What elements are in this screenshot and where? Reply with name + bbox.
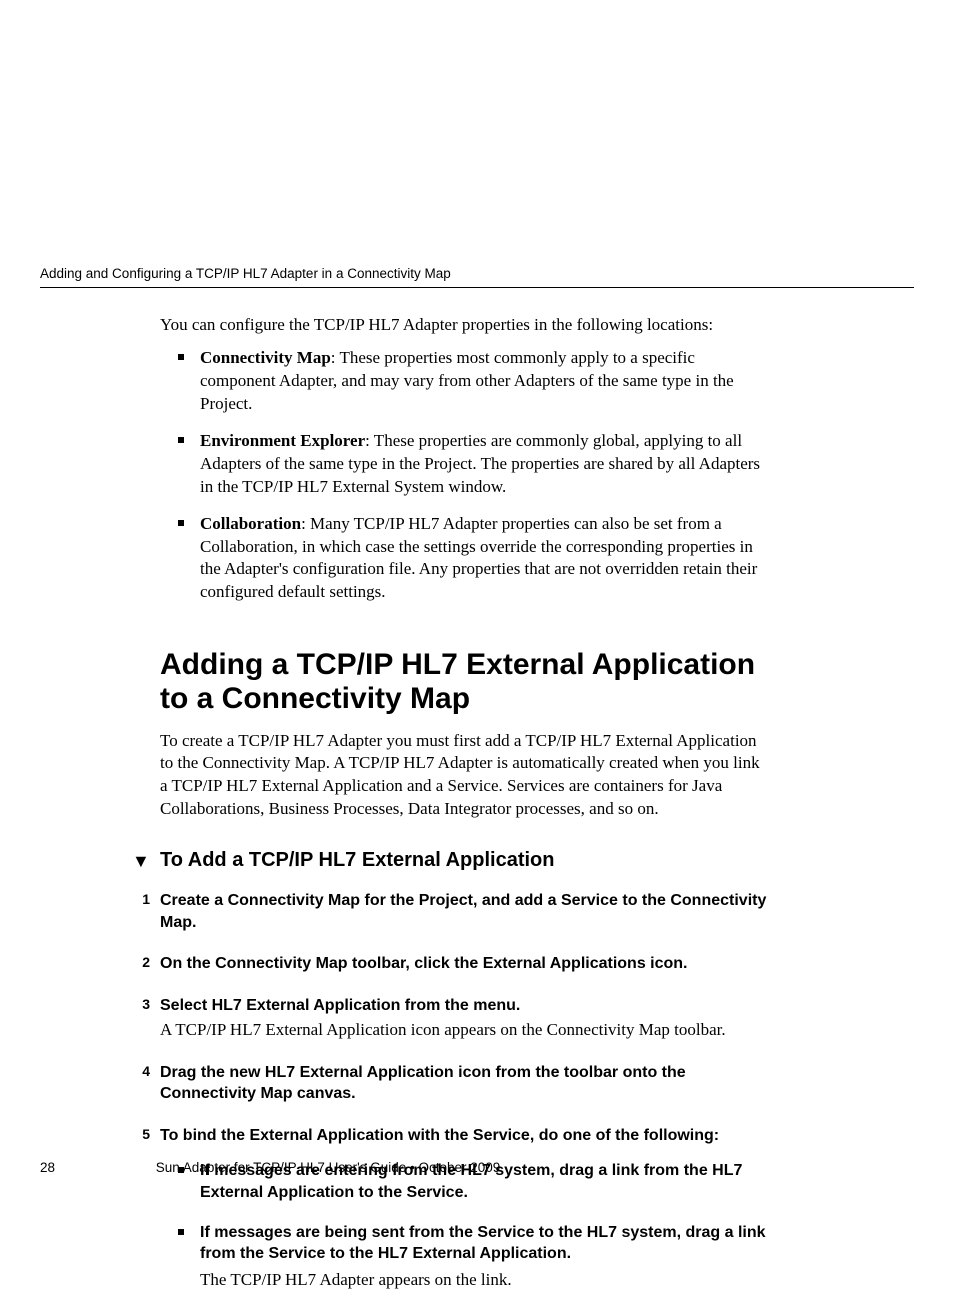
- list-item: If messages are being sent from the Serv…: [178, 1222, 770, 1292]
- list-item: Collaboration: Many TCP/IP HL7 Adapter p…: [178, 513, 770, 605]
- step-number: 2: [136, 954, 150, 970]
- step-title: To bind the External Application with th…: [160, 1125, 770, 1147]
- step-number: 4: [136, 1063, 150, 1079]
- step-number: 5: [136, 1126, 150, 1142]
- triangle-down-icon: ▼: [132, 851, 160, 872]
- sub-bullet-list: If messages are entering from the HL7 sy…: [178, 1160, 770, 1291]
- section-paragraph: To create a TCP/IP HL7 Adapter you must …: [160, 730, 770, 822]
- page: Adding and Configuring a TCP/IP HL7 Adap…: [0, 0, 954, 1235]
- step-item: 5 To bind the External Application with …: [160, 1125, 770, 1292]
- step-number: 3: [136, 996, 150, 1012]
- config-locations-list: Connectivity Map: These properties most …: [178, 347, 770, 604]
- step-title: Drag the new HL7 External Application ic…: [160, 1062, 770, 1105]
- step-item: 2 On the Connectivity Map toolbar, click…: [160, 953, 770, 975]
- running-header: Adding and Configuring a TCP/IP HL7 Adap…: [40, 266, 914, 288]
- footer-title: Sun Adapter for TCP/IP HL7 User's Guide …: [156, 1160, 501, 1175]
- page-number: 28: [40, 1160, 152, 1175]
- page-footer: 28 Sun Adapter for TCP/IP HL7 User's Gui…: [40, 1160, 914, 1175]
- step-body: A TCP/IP HL7 External Application icon a…: [160, 1019, 770, 1042]
- procedure-heading: To Add a TCP/IP HL7 External Application: [160, 849, 555, 872]
- sub-bullet-body: The TCP/IP HL7 Adapter appears on the li…: [200, 1269, 770, 1292]
- section-heading: Adding a TCP/IP HL7 External Application…: [160, 648, 770, 715]
- sub-bullet-title: If messages are being sent from the Serv…: [200, 1222, 770, 1265]
- step-title: Create a Connectivity Map for the Projec…: [160, 890, 770, 933]
- step-number: 1: [136, 891, 150, 907]
- step-item: 1 Create a Connectivity Map for the Proj…: [160, 890, 770, 933]
- step-title: On the Connectivity Map toolbar, click t…: [160, 953, 770, 975]
- term-connectivity-map: Connectivity Map: [200, 348, 331, 367]
- term-collaboration: Collaboration: [200, 514, 301, 533]
- procedure-heading-row: ▼ To Add a TCP/IP HL7 External Applicati…: [160, 849, 770, 872]
- list-item: Environment Explorer: These properties a…: [178, 430, 770, 499]
- step-title: Select HL7 External Application from the…: [160, 995, 770, 1017]
- list-item: Connectivity Map: These properties most …: [178, 347, 770, 416]
- intro-paragraph: You can configure the TCP/IP HL7 Adapter…: [160, 314, 770, 337]
- term-environment-explorer: Environment Explorer: [200, 431, 365, 450]
- step-item: 3 Select HL7 External Application from t…: [160, 995, 770, 1042]
- procedure-steps: 1 Create a Connectivity Map for the Proj…: [160, 890, 770, 1291]
- step-item: 4 Drag the new HL7 External Application …: [160, 1062, 770, 1105]
